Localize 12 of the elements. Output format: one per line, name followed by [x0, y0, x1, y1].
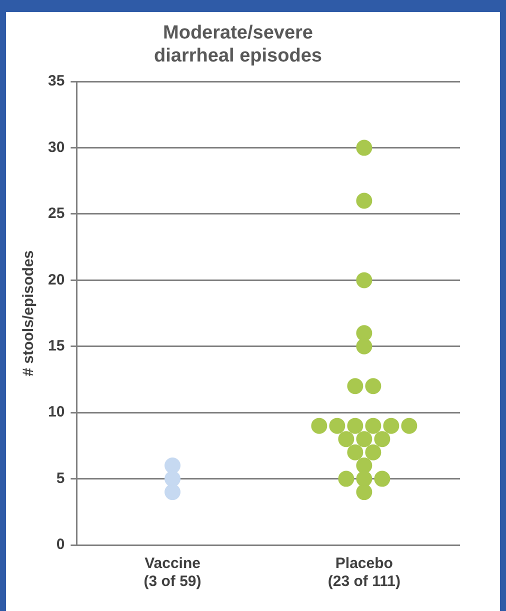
y-tick-label: 0 — [56, 536, 65, 554]
y-tick-label: 25 — [48, 205, 65, 222]
x-tick-label: Placebo (23 of 111) — [328, 555, 400, 590]
y-tick-label: 15 — [48, 338, 65, 355]
chart-title: Moderate/severe diarrheal episodes — [154, 22, 322, 66]
y-tick-label: 10 — [48, 404, 65, 421]
y-tick-label: 5 — [56, 470, 65, 487]
y-tick-label: 30 — [48, 138, 65, 156]
y-axis-title: # stools/episodes — [20, 250, 38, 376]
y-tick-label: 35 — [48, 72, 65, 90]
y-tick-label: 20 — [48, 271, 65, 288]
x-tick-label: Vaccine (3 of 59) — [144, 555, 202, 590]
